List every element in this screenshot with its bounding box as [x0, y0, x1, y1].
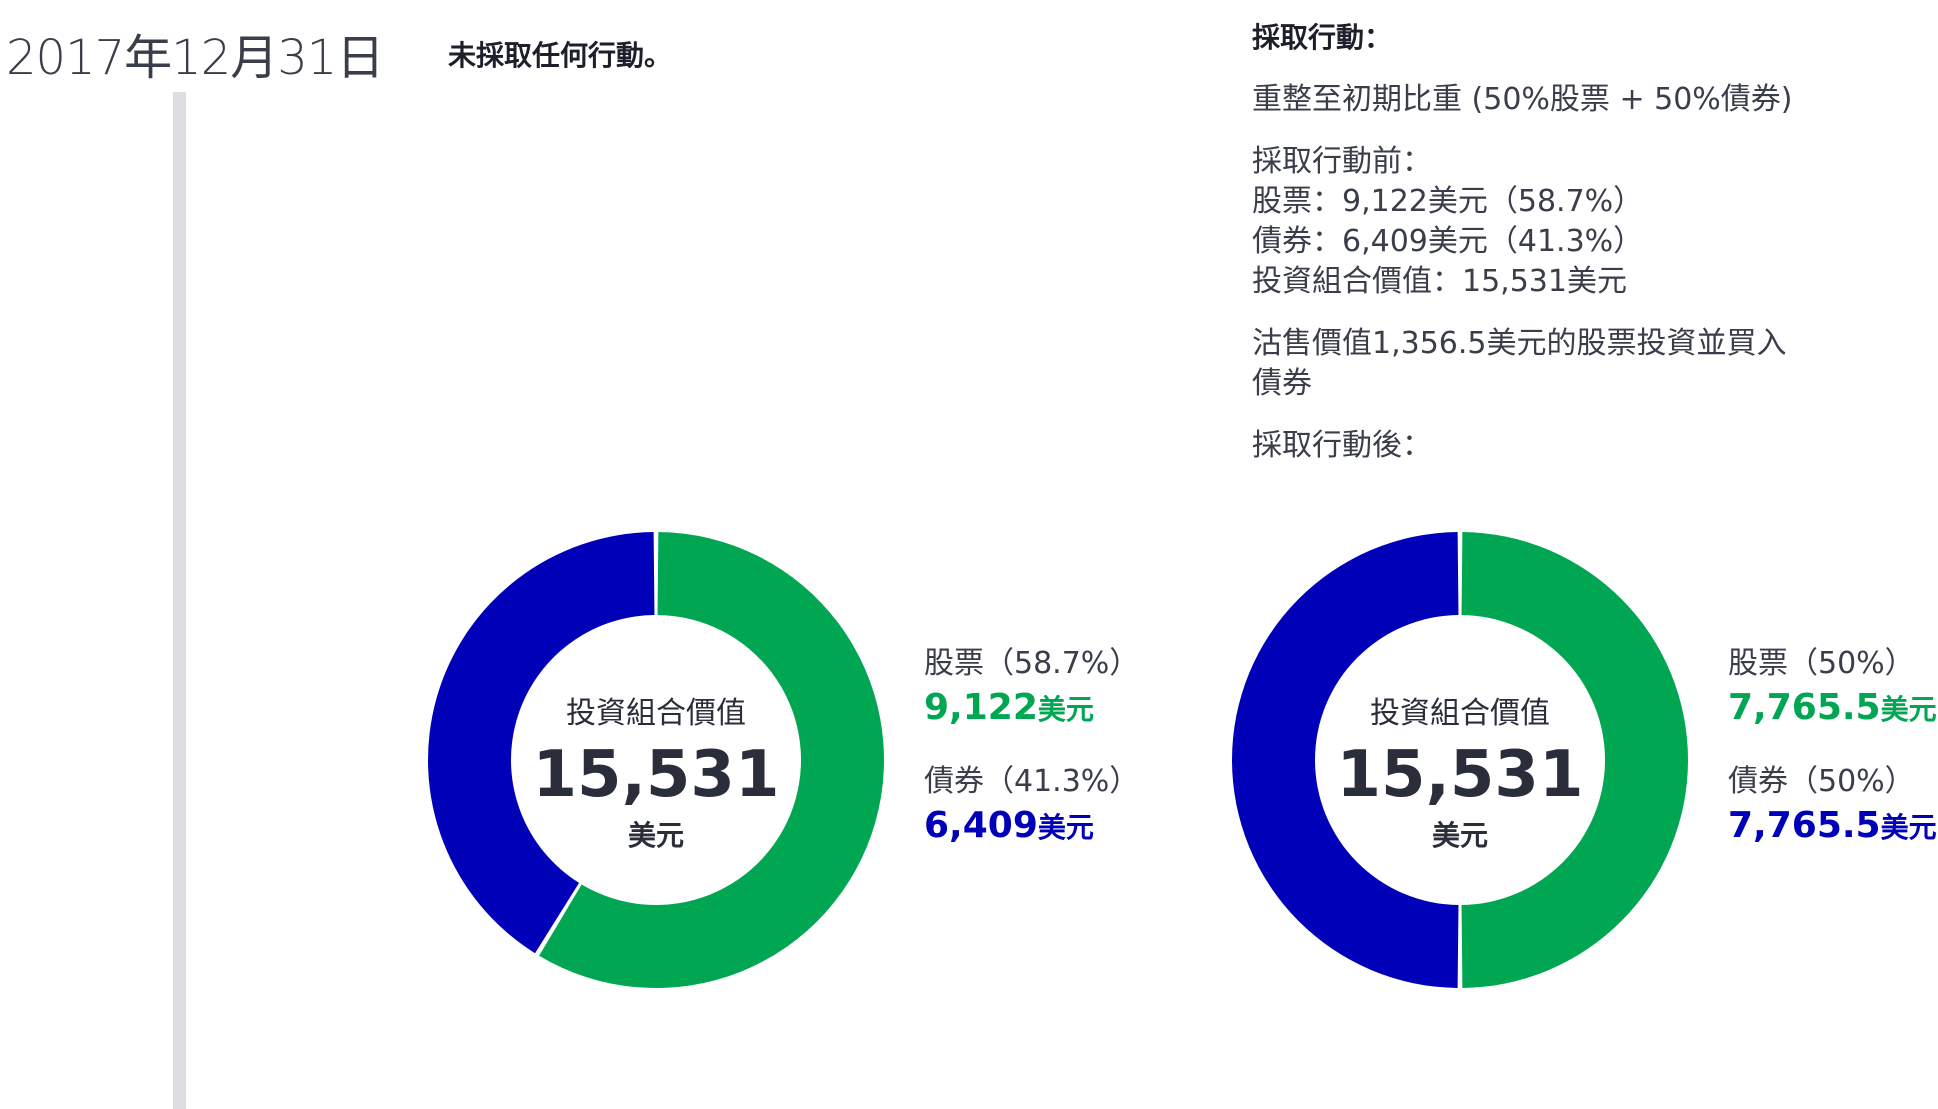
legend-label: 股票（50%） [1728, 646, 1915, 681]
timeline-bar [173, 92, 186, 1109]
donut-slice-bonds [427, 532, 655, 954]
donut-center-label-before: 投資組合價值 15,531 美元 [506, 688, 806, 854]
center-title: 投資組合價值 [1370, 696, 1550, 731]
action-panel: 採取行動： 重整至初期比重 (50%股票 + 50%債券) 採取行動前： 股票：… [1252, 18, 1872, 488]
sell-line-1: 沽售價值1,356.5美元的股票投資並買入 [1252, 326, 1787, 361]
before-block: 採取行動前： 股票：9,122美元（58.7%） 債券：6,409美元（41.3… [1252, 142, 1872, 302]
center-unit: 美元 [1431, 819, 1488, 852]
legend-item-bonds: 債券（50%） 7,765.5美元 [1728, 762, 1937, 852]
rebalance-text: 重整至初期比重 (50%股票 + 50%債券) [1252, 82, 1793, 117]
center-title: 投資組合價值 [566, 696, 746, 731]
before-portfolio-line: 投資組合價值：15,531美元 [1252, 264, 1627, 299]
legend-label: 債券（50%） [1728, 764, 1915, 799]
no-action-note: 未採取任何行動。 [448, 39, 673, 72]
sell-block: 沽售價值1,356.5美元的股票投資並買入 債券 [1252, 324, 1872, 404]
before-title: 採取行動前： [1252, 144, 1432, 179]
action-heading: 採取行動： [1252, 21, 1393, 54]
donut-center-label-after: 投資組合價值 15,531 美元 [1310, 688, 1610, 854]
donut-slice-stocks [1461, 532, 1688, 988]
legend-item-stocks: 股票（58.7%） 9,122美元 [924, 644, 1139, 734]
legend-value: 9,122美元 [924, 687, 1094, 728]
before-stocks-line: 股票：9,122美元（58.7%） [1252, 184, 1644, 219]
before-bonds-line: 債券：6,409美元（41.3%） [1252, 224, 1644, 259]
legend-after: 股票（50%） 7,765.5美元 債券（50%） 7,765.5美元 [1728, 644, 1937, 880]
timeline-date: 2017年12月31日 [6, 30, 384, 86]
center-value: 15,531 [532, 738, 780, 812]
legend-label: 債券（41.3%） [924, 764, 1140, 799]
sell-line-2: 債券 [1252, 366, 1312, 401]
donut-slice-bonds [1232, 532, 1459, 988]
legend-label: 股票（58.7%） [924, 646, 1140, 681]
center-unit: 美元 [627, 819, 684, 852]
legend-value: 7,765.5美元 [1728, 805, 1937, 846]
legend-before: 股票（58.7%） 9,122美元 債券（41.3%） 6,409美元 [924, 644, 1139, 880]
legend-item-stocks: 股票（50%） 7,765.5美元 [1728, 644, 1937, 734]
center-value: 15,531 [1336, 738, 1584, 812]
donut-slice-stocks [539, 532, 884, 988]
legend-value: 6,409美元 [924, 805, 1094, 846]
after-title: 採取行動後： [1252, 428, 1432, 463]
legend-value: 7,765.5美元 [1728, 687, 1937, 728]
legend-item-bonds: 債券（41.3%） 6,409美元 [924, 762, 1139, 852]
